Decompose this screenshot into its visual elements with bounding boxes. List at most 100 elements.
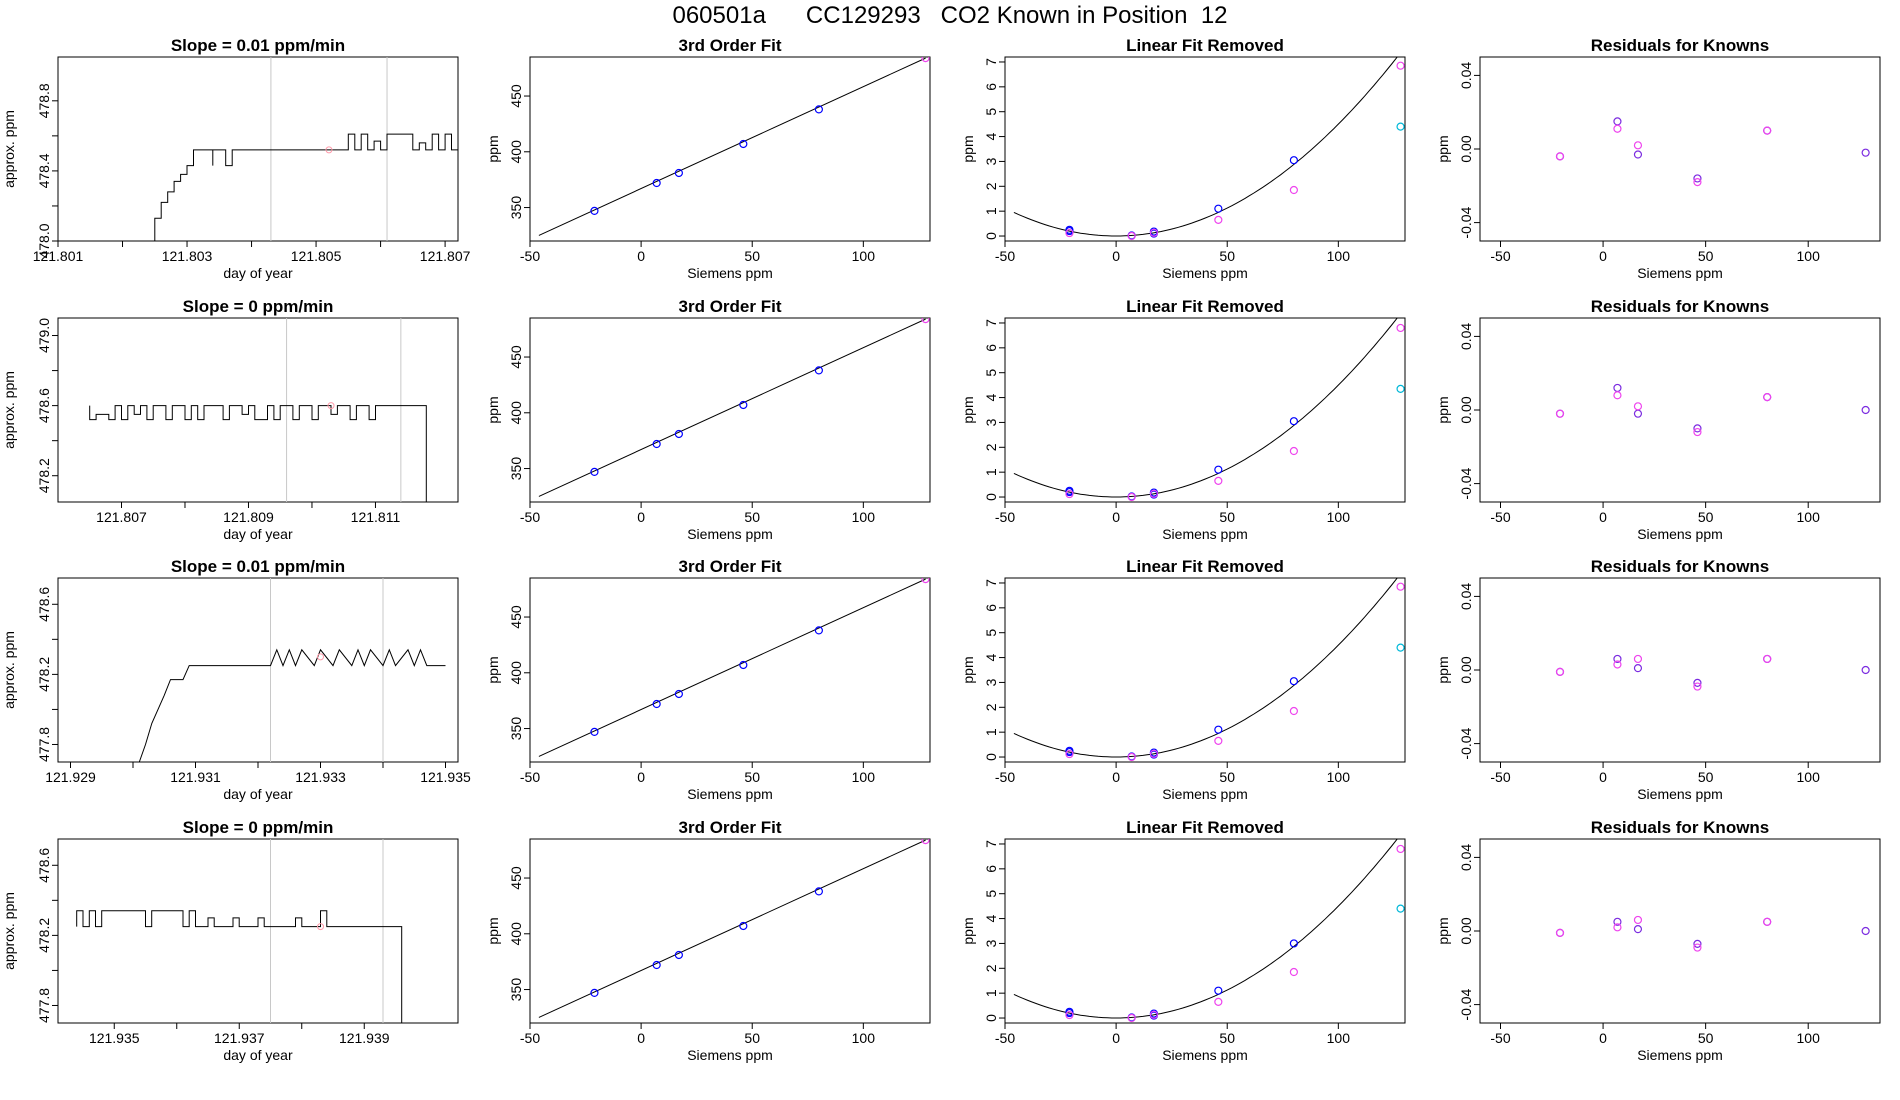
x-axis-label: Siemens ppm <box>1162 1047 1248 1063</box>
panel-1-2: 3rd Order Fit -50 0 50 100 350 400 450 Siemens p… <box>485 36 931 281</box>
data-point-blue <box>1065 486 1074 495</box>
data-point-cyan <box>1396 384 1405 393</box>
x-tick-label: 121.807 <box>420 248 471 264</box>
data-point-blue <box>1214 725 1223 734</box>
data-point-magenta <box>1763 393 1772 402</box>
y-tick-label: 2 <box>983 443 999 451</box>
panel-title: Residuals for Knowns <box>1591 818 1770 837</box>
y-tick-label: 478.2 <box>36 918 52 953</box>
y-axis-label: ppm <box>960 135 976 162</box>
x-tick-label: 100 <box>1797 509 1821 525</box>
y-tick-label: 450 <box>508 866 524 890</box>
data-point-purple <box>1861 926 1870 936</box>
plot-area <box>147 57 458 241</box>
x-tick-label: -50 <box>1490 509 1510 525</box>
plot-area <box>76 839 408 1023</box>
plot-area <box>538 839 930 1018</box>
data-point-magenta <box>1763 654 1772 664</box>
x-tick-label: -50 <box>520 509 540 525</box>
x-axis-label: Siemens ppm <box>1637 526 1723 542</box>
data-point-blue <box>674 950 683 960</box>
data-point-purple <box>1633 150 1643 159</box>
panel-title: Linear Fit Removed <box>1126 818 1284 837</box>
y-tick-label: 5 <box>983 890 999 898</box>
panel-title: Slope = 0 ppm/min <box>183 297 334 316</box>
x-axis-label: Siemens ppm <box>687 526 773 542</box>
data-point-magenta <box>1763 126 1772 135</box>
data-point-magenta <box>1396 844 1405 854</box>
y-tick-label: 400 <box>508 661 524 685</box>
data-point-magenta <box>1149 228 1158 237</box>
x-tick-label: 121.811 <box>351 509 401 525</box>
y-tick-label: 479.0 <box>36 318 52 353</box>
y-tick-label: 400 <box>508 922 524 946</box>
y-tick-label: 3 <box>983 939 999 947</box>
data-point-blue <box>674 689 683 699</box>
data-point-magenta <box>1555 409 1565 418</box>
x-tick-label: 121.939 <box>339 1030 390 1046</box>
data-point-purple <box>1861 405 1870 415</box>
data-point-blue <box>1289 417 1298 426</box>
y-tick-label: 478.4 <box>36 153 52 188</box>
plot-area <box>1013 318 1405 502</box>
panel-4-2: 3rd Order Fit -50 0 50 100 350 400 450 Siemens p… <box>485 818 931 1063</box>
data-point-blue <box>652 960 661 970</box>
data-point-magenta <box>1763 917 1772 926</box>
data-point-magenta <box>1613 660 1622 669</box>
y-tick-label: 0.00 <box>1458 656 1474 683</box>
plot-frame <box>529 577 931 763</box>
data-point-magenta <box>1396 582 1405 591</box>
plot-area <box>1555 915 1870 952</box>
x-tick-label: 0 <box>1599 1030 1607 1046</box>
x-axis-label: Siemens ppm <box>1637 1047 1723 1063</box>
x-tick-label: 50 <box>1219 769 1235 785</box>
x-tick-label: 100 <box>1327 1030 1351 1046</box>
y-tick-label: 477.8 <box>36 727 52 762</box>
data-point-purple <box>1693 939 1702 948</box>
y-tick-label: 4 <box>983 914 999 922</box>
x-tick-label: -50 <box>1490 769 1510 785</box>
y-axis-label: ppm <box>1435 656 1451 683</box>
y-tick-label: 4 <box>983 393 999 401</box>
panel-title: 3rd Order Fit <box>679 557 782 576</box>
data-point-blue <box>1214 204 1223 213</box>
plot-frame <box>1004 56 1406 242</box>
data-point-magenta <box>1289 967 1298 977</box>
y-tick-label: 3 <box>983 157 999 165</box>
x-tick-label: 0 <box>1599 769 1607 785</box>
y-tick-label: -0.04 <box>1458 467 1474 499</box>
data-point-blue <box>1289 677 1298 686</box>
x-tick-label: 50 <box>1698 769 1714 785</box>
data-point-magenta <box>921 578 930 584</box>
plot-area <box>1555 117 1870 187</box>
x-tick-label: 121.937 <box>214 1030 265 1046</box>
data-point-blue <box>1065 1007 1074 1016</box>
y-tick-label: -0.04 <box>1458 727 1474 759</box>
data-point-blue <box>652 699 661 709</box>
y-tick-label: 478.2 <box>36 458 52 493</box>
data-point-blue <box>814 366 823 375</box>
x-tick-label: -50 <box>995 509 1015 525</box>
x-axis-label: Siemens ppm <box>1162 526 1248 542</box>
x-tick-label: 0 <box>1112 248 1120 264</box>
page-title: 060501a CC129293 CO2 Known in Position 1… <box>672 2 1228 29</box>
x-tick-label: 121.809 <box>223 509 274 525</box>
data-point-magenta <box>921 57 930 63</box>
y-axis-label: ppm <box>1435 135 1451 162</box>
data-point-magenta <box>1149 1010 1158 1019</box>
average-marker <box>325 146 333 154</box>
data-point-magenta <box>1396 323 1405 333</box>
x-axis-label: Siemens ppm <box>687 1047 773 1063</box>
x-tick-label: 0 <box>637 1030 645 1046</box>
x-tick-label: 50 <box>1698 248 1714 264</box>
x-tick-label: -50 <box>995 1030 1015 1046</box>
x-axis-label: day of year <box>223 265 293 281</box>
panel-3-3: Linear Fit Removed -50 0 50 100 0 1 2 3 4 5 6 7 Sieme… <box>960 557 1406 802</box>
plot-frame <box>529 317 931 503</box>
data-point-purple <box>1633 409 1643 418</box>
trace-line <box>138 648 446 762</box>
plot-frame <box>1004 317 1406 503</box>
data-point-magenta <box>1065 489 1074 499</box>
data-point-blue <box>652 178 661 188</box>
x-tick-label: 121.935 <box>420 769 471 785</box>
